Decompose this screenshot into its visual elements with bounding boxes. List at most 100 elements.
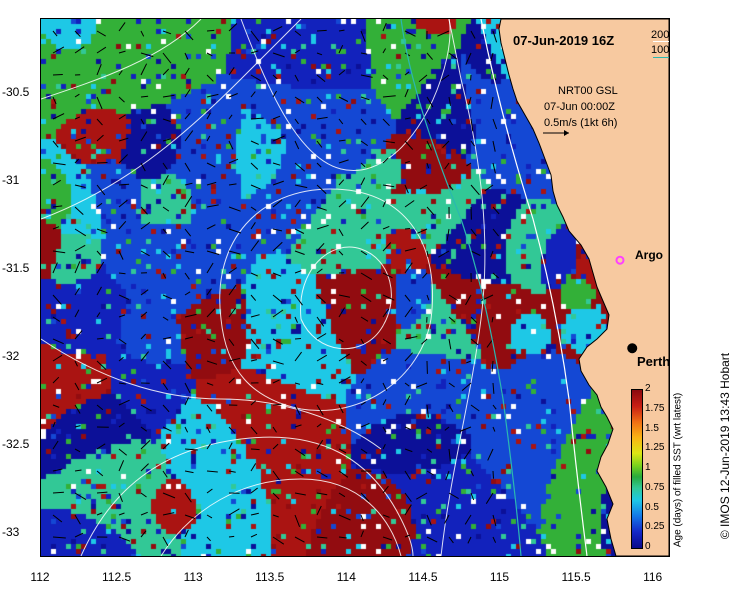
- current-arrow: [416, 492, 428, 500]
- current-arrow: [228, 442, 233, 450]
- current-arrow: [316, 224, 329, 230]
- current-arrow: [228, 93, 238, 98]
- current-arrow: [162, 492, 176, 499]
- current-arrow: [184, 67, 190, 76]
- current-arrow: [250, 294, 257, 301]
- current-arrow: [360, 96, 370, 101]
- current-arrow: [228, 284, 237, 296]
- colorbar-tick-label: 0.5: [645, 501, 659, 513]
- current-arrow: [250, 533, 258, 538]
- current-arrow: [466, 360, 472, 364]
- current-arrow: [463, 448, 472, 460]
- current-arrow: [74, 158, 80, 164]
- current-arrow: [52, 404, 60, 408]
- current-arrow: [466, 162, 472, 167]
- credit-line: © IMOS 12-Jun-2019 13:43 Hobart: [718, 352, 732, 540]
- current-arrow: [118, 220, 127, 230]
- current-arrows: [52, 22, 500, 547]
- current-arrow: [140, 289, 149, 296]
- current-arrow: [52, 162, 66, 166]
- sst-contour-line: [300, 246, 392, 350]
- current-arrow: [52, 262, 58, 274]
- current-arrow: [404, 426, 411, 430]
- sst-map[interactable]: 07-Jun-2019 16Z 200m 1000m NRT00 GSL 07-…: [40, 18, 670, 557]
- colorbar-tick-label: 1.25: [645, 442, 665, 454]
- current-arrow: [338, 448, 347, 454]
- current-arrow: [316, 29, 327, 32]
- current-arrow: [118, 183, 130, 186]
- current-arrow: [140, 426, 147, 432]
- current-arrow: [52, 96, 57, 105]
- current-arrow: [118, 492, 123, 502]
- current-arrow: [162, 250, 171, 258]
- current-arrow: [444, 426, 450, 431]
- current-arrow: [448, 448, 451, 462]
- current-arrow: [140, 351, 149, 362]
- current-arrow: [140, 530, 147, 538]
- current-arrow: [52, 514, 63, 523]
- sst-contour-line: [240, 19, 451, 171]
- current-arrow: [74, 425, 81, 428]
- current-arrow: [294, 140, 300, 150]
- current-arrow: [272, 492, 280, 500]
- current-arrow: [404, 140, 414, 150]
- current-arrow: [360, 316, 369, 322]
- current-arrow: [250, 487, 258, 494]
- current-arrow: [228, 228, 242, 234]
- current-arrow: [184, 52, 189, 60]
- current-arrow: [162, 118, 171, 122]
- current-arrow: [338, 159, 349, 164]
- current-arrow: [382, 74, 389, 80]
- current-arrow: [74, 244, 86, 252]
- current-arrow: [184, 492, 192, 503]
- current-arrow: [360, 294, 372, 303]
- current-arrow: [404, 247, 416, 252]
- argo-float-marker[interactable]: [615, 255, 625, 265]
- colorbar-tick-label: 0.25: [645, 521, 665, 533]
- current-arrow: [140, 511, 148, 516]
- current-arrow: [492, 162, 496, 174]
- current-arrow: [140, 184, 148, 189]
- current-arrow: [316, 268, 323, 274]
- current-arrow: [74, 30, 81, 38]
- lon-tick-label: 114: [336, 570, 356, 584]
- current-arrow: [448, 338, 452, 350]
- lat-tick-label: -31.5: [2, 261, 30, 275]
- current-arrow: [140, 250, 150, 257]
- current-arrow: [96, 228, 108, 234]
- current-arrow: [206, 262, 214, 274]
- current-arrow: [250, 30, 260, 42]
- current-arrow: [162, 228, 168, 234]
- current-arrow: [492, 118, 498, 130]
- current-arrow: [382, 225, 390, 230]
- current-arrow: [162, 470, 168, 478]
- isobath-1000m: [400, 19, 522, 556]
- current-arrow: [294, 184, 308, 189]
- current-arrow: [250, 50, 259, 54]
- current-arrow: [360, 492, 370, 502]
- current-arrow: [52, 113, 65, 120]
- current-arrow: [206, 224, 216, 230]
- current-arrow: [96, 250, 102, 256]
- current-arrow: [382, 514, 390, 518]
- current-arrow: [52, 468, 63, 472]
- current-source-label: NRT00 GSL: [558, 85, 618, 97]
- current-arrow: [360, 530, 364, 538]
- colorbar-tick-label: 1.75: [645, 402, 665, 414]
- current-arrow: [140, 440, 151, 450]
- current-arrow: [206, 52, 213, 57]
- perth-marker[interactable]: [627, 343, 638, 354]
- current-arrow: [162, 175, 169, 186]
- current-arrow: [140, 492, 147, 498]
- current-arrow: [96, 312, 101, 318]
- current-arrow: [184, 195, 193, 208]
- current-arrow: [316, 316, 325, 327]
- current-arrow: [338, 96, 349, 102]
- current-arrow: [228, 267, 238, 274]
- current-arrow: [404, 352, 413, 362]
- current-arrow: [272, 162, 281, 166]
- current-arrow: [338, 139, 346, 142]
- current-arrow: [184, 228, 192, 237]
- current-arrow: [467, 536, 472, 544]
- current-arrow: [448, 536, 454, 544]
